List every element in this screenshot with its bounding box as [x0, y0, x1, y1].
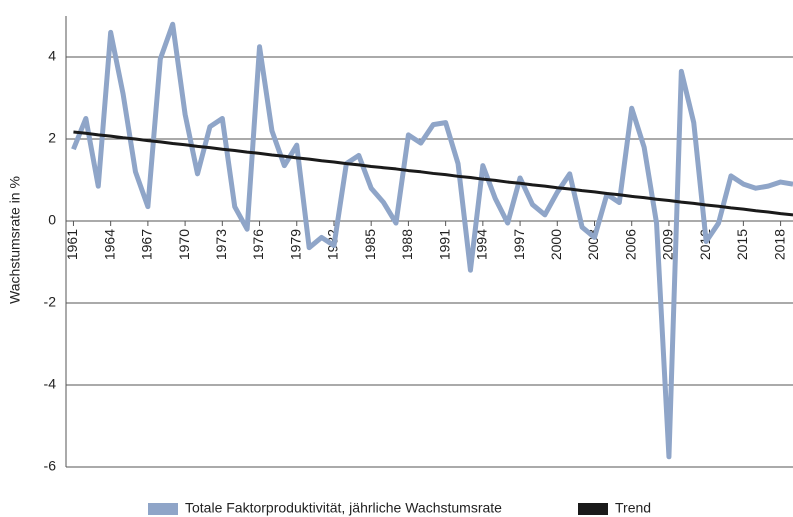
- x-tick-label: 1970: [176, 229, 192, 260]
- x-tick-label: 1973: [213, 229, 229, 260]
- y-tick-label: 4: [48, 48, 56, 64]
- legend-label: Totale Faktorproduktivität, jährliche Wa…: [185, 500, 502, 516]
- x-tick-label: 1994: [474, 229, 490, 260]
- x-tick-label: 1964: [101, 229, 117, 260]
- series-line: [71, 21, 793, 460]
- x-tick-label: 1991: [436, 229, 452, 260]
- x-tick-label: 1988: [399, 229, 415, 260]
- x-tick-label: 1967: [139, 229, 155, 260]
- y-axis-label: Wachstumsrate in %: [7, 176, 23, 304]
- legend-swatch: [148, 503, 178, 515]
- x-tick-label: 1985: [362, 229, 378, 260]
- x-tick-label: 2009: [660, 229, 676, 260]
- x-tick-label: 2015: [734, 229, 750, 260]
- y-tick-label: -6: [44, 458, 57, 474]
- y-tick-label: 2: [48, 130, 56, 146]
- x-tick-label: 2018: [771, 229, 787, 260]
- x-tick-label: 1997: [511, 229, 527, 260]
- y-tick-label: 0: [48, 212, 56, 228]
- legend-label: Trend: [615, 500, 651, 516]
- x-tick-label: 2000: [548, 229, 564, 260]
- y-tick-label: -2: [44, 294, 57, 310]
- x-tick-label: 1976: [250, 229, 266, 260]
- x-tick-label: 1979: [287, 229, 303, 260]
- legend-swatch: [578, 503, 608, 515]
- x-tick-label: 1961: [64, 229, 80, 260]
- series-line: [73, 130, 793, 217]
- x-tick-label: 2006: [622, 229, 638, 260]
- y-tick-label: -4: [44, 376, 57, 392]
